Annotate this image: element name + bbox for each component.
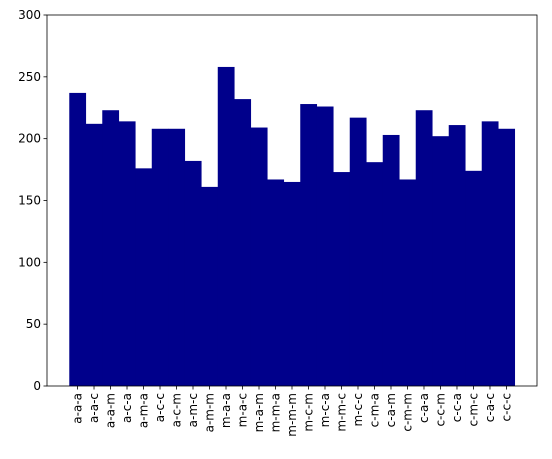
y-tick-label: 0 (33, 379, 41, 393)
bar (267, 179, 285, 386)
bar (250, 127, 268, 386)
bar (184, 160, 202, 386)
bar (217, 66, 235, 386)
x-tick-label: a-m-c (186, 393, 200, 427)
x-tick-label: m-c-c (351, 393, 365, 427)
x-tick-label: c-a-m (384, 393, 398, 427)
y-tick-label: 300 (18, 8, 41, 22)
bar (498, 128, 516, 387)
x-tick-label: m-c-m (301, 393, 315, 432)
x-tick-label: a-c-m (170, 393, 184, 427)
x-tick-label: c-a-a (417, 393, 431, 423)
y-tick-label: 250 (18, 70, 41, 84)
bar (118, 121, 136, 386)
bar (300, 104, 318, 386)
x-tick-label: m-a-m (252, 393, 266, 432)
bar (69, 92, 87, 386)
y-tick-label: 150 (18, 194, 41, 208)
bar (316, 106, 334, 386)
bar (465, 170, 483, 386)
bar (168, 128, 186, 387)
bar (102, 110, 120, 387)
x-tick-label: c-m-m (400, 393, 414, 432)
x-tick-label: a-a-m (104, 393, 118, 428)
x-tick-label: m-m-c (334, 393, 348, 432)
x-tick-label: m-a-a (219, 393, 233, 428)
bar (349, 117, 367, 386)
x-tick-label: c-m-c (466, 393, 480, 427)
x-tick-label: a-a-c (87, 393, 101, 423)
bar (201, 186, 219, 386)
x-tick-label: a-m-a (137, 393, 151, 428)
bar (481, 121, 499, 386)
x-tick-label: m-m-a (269, 393, 283, 432)
y-tick-label: 100 (18, 255, 41, 269)
axes-frame (46, 14, 538, 387)
x-tick-label: c-c-m (433, 393, 447, 427)
x-tick-label: c-c-a (450, 393, 464, 422)
bar (333, 172, 351, 386)
bar (234, 99, 252, 387)
x-tick-label: m-m-m (285, 393, 299, 437)
x-tick-label: a-c-a (120, 393, 134, 423)
bar (432, 136, 450, 386)
bar (415, 110, 433, 387)
x-tick-label: c-m-a (367, 393, 381, 427)
y-tick-label: 200 (18, 132, 41, 146)
bar (448, 125, 466, 387)
bar (366, 162, 384, 386)
x-tick-label: c-c-c (499, 393, 513, 421)
x-tick-label: a-m-m (203, 393, 217, 432)
bar (151, 128, 169, 387)
x-tick-label: m-a-c (236, 393, 250, 427)
x-tick-label: c-a-c (483, 393, 497, 422)
x-tick-label: a-a-a (71, 393, 85, 424)
bar (283, 181, 301, 386)
bar (135, 168, 153, 386)
x-tick-label: m-c-a (318, 393, 332, 427)
bar (399, 179, 417, 386)
x-tick-label: a-c-c (153, 393, 167, 422)
bar (85, 123, 103, 387)
bar (382, 134, 400, 386)
y-tick-label: 50 (26, 317, 41, 331)
